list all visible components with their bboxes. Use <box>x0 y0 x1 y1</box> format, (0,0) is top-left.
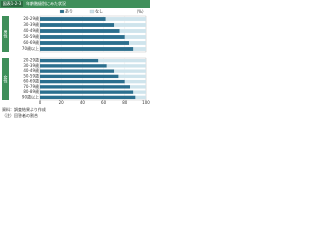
category-label: 80-89歳 <box>23 88 39 94</box>
x-tick-label: 60 <box>101 100 107 105</box>
category-label: 40-49歳 <box>23 27 39 33</box>
bar-segment <box>118 74 146 79</box>
group-box <box>2 58 9 100</box>
category-label: 40-49歳 <box>23 67 39 73</box>
bar-segment <box>40 74 119 79</box>
x-tick-label: 20 <box>59 100 65 105</box>
bar-segment <box>40 41 130 45</box>
bar-segment <box>129 41 146 45</box>
bar-segment <box>40 35 125 39</box>
header-label: 図表1-2-3 <box>3 0 22 6</box>
subtitle: （%） <box>134 9 146 14</box>
bar-segment <box>133 47 146 51</box>
note: （注）回答者の割合 <box>2 112 38 118</box>
bar-segment <box>106 64 146 68</box>
bar-segment <box>105 17 146 21</box>
group-title: 男性 <box>4 30 9 39</box>
panel-frame <box>39 15 147 53</box>
category-label: 60-69歳 <box>23 39 39 45</box>
bar-segment <box>40 95 136 100</box>
bar-segment <box>98 58 146 63</box>
category-label: 30-39歳 <box>23 21 39 27</box>
category-label: 70歳以上 <box>22 45 39 51</box>
bar-segment <box>40 64 107 68</box>
bar-segment <box>119 29 146 33</box>
group-title: 女性 <box>4 74 9 84</box>
x-tick-label: 80 <box>122 100 128 105</box>
header-label-box <box>1 1 23 7</box>
bar-segment <box>40 85 131 89</box>
bar-segment <box>40 79 125 84</box>
category-label: 30-39歳 <box>23 62 39 68</box>
legend-label: なし <box>95 8 103 14</box>
group-box <box>2 16 9 52</box>
category-label: 70-79歳 <box>23 83 39 89</box>
page: 図表1-2-3 年齢階級別にみた状況 （%） 資料：調査結果より作成 （注）回答… <box>0 0 150 118</box>
bar-segment <box>124 79 146 84</box>
bar-segment <box>40 47 134 51</box>
bar-segment <box>40 17 106 21</box>
category-label: 20-29歳 <box>23 15 39 21</box>
x-tick-label: 40 <box>80 100 86 105</box>
bar-segment <box>114 23 146 27</box>
bar-segment <box>130 85 146 89</box>
bar-segment <box>40 69 115 73</box>
note: 資料：調査結果より作成 <box>2 106 46 112</box>
bar-segment <box>135 95 146 100</box>
legend-label: あり <box>65 8 73 14</box>
category-label: 50-59歳 <box>23 33 39 39</box>
header-title: 年齢階級別にみた状況 <box>26 0 66 6</box>
bar-segment <box>40 29 120 33</box>
bar-segment <box>114 69 146 73</box>
legend-swatch <box>89 9 95 14</box>
bar-segment <box>133 90 146 94</box>
x-tick-label: 0 <box>39 100 42 105</box>
legend-swatch <box>59 9 65 14</box>
bar-segment <box>40 23 115 27</box>
header-band <box>0 0 150 8</box>
category-label: 60-69歳 <box>23 78 39 84</box>
category-label: 50-59歳 <box>23 72 39 78</box>
category-label: 90歳以上 <box>22 93 39 99</box>
x-tick-label: 100 <box>142 100 150 105</box>
category-label: 20-29歳 <box>23 57 39 63</box>
bar-segment <box>40 90 134 94</box>
bar-segment <box>40 58 99 63</box>
bar-segment <box>124 35 146 39</box>
